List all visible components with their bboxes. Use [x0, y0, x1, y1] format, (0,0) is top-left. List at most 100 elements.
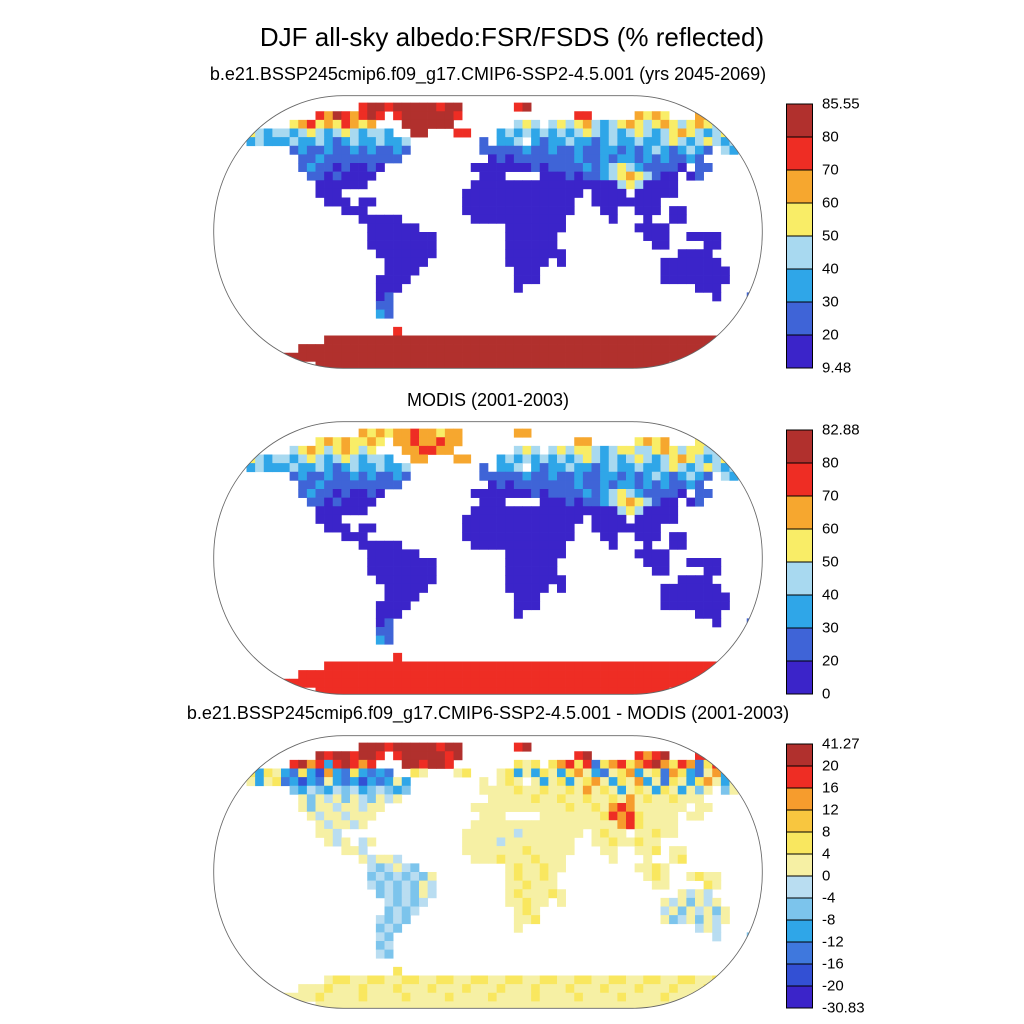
map-cell [729, 785, 739, 795]
colorbar-segment [786, 495, 813, 530]
map-cell [669, 463, 679, 473]
map-cell [522, 828, 532, 838]
map-cell [669, 163, 679, 172]
map-cell [375, 984, 385, 994]
map-cell [272, 454, 282, 464]
map-cell [298, 785, 308, 795]
map-cell [686, 984, 696, 994]
map-cell [686, 768, 696, 778]
map-cell [539, 497, 549, 507]
map-cell [358, 837, 368, 847]
map-cell [557, 897, 566, 907]
map-cell [634, 437, 644, 447]
map-cell [522, 880, 532, 890]
map-cell [505, 206, 515, 216]
map-cell [255, 463, 265, 473]
map-cell [539, 128, 549, 138]
map-cell [591, 128, 601, 138]
map-cell [419, 975, 428, 985]
map-cell [350, 506, 359, 516]
map-cell [332, 480, 342, 490]
map-cell [375, 489, 385, 498]
map-cell [600, 820, 610, 830]
map-cell [703, 906, 713, 916]
map-cell [462, 670, 472, 680]
map-cell [651, 794, 661, 804]
map-cell [720, 601, 730, 611]
map-cell [419, 257, 428, 267]
map-cell [660, 497, 670, 507]
map-cell [608, 471, 618, 481]
map-cell [488, 540, 497, 550]
map-cell [557, 575, 566, 585]
map-cell [410, 872, 420, 881]
map-cell [755, 283, 763, 293]
map-cell [617, 119, 627, 129]
map-cell [591, 454, 601, 464]
map-cell [289, 992, 299, 1002]
map-cell [375, 661, 385, 671]
map-cell [677, 670, 687, 680]
colorbar-tick-label: 20 [822, 758, 839, 775]
map-cell [350, 454, 359, 464]
map-cell [531, 454, 541, 464]
map-cell [703, 872, 713, 881]
colorbar-tick-label: 41.27 [822, 736, 860, 753]
map-cell [686, 872, 696, 881]
map-cell [608, 335, 618, 345]
map-cell [324, 837, 334, 847]
map-cell [539, 454, 549, 464]
map-cell [401, 687, 411, 695]
colorbar-segment [786, 301, 813, 336]
map-cell [712, 880, 722, 890]
map-cell [565, 785, 575, 795]
map-cell [444, 445, 454, 455]
map-cell [522, 820, 532, 830]
map-cell [677, 344, 687, 354]
map-cell [488, 992, 497, 1002]
map-cell [427, 249, 437, 259]
map-cell [488, 794, 497, 804]
map-cell [522, 759, 532, 769]
map-cell [600, 180, 610, 190]
map-cell [427, 1001, 437, 1009]
map-cell [462, 532, 472, 542]
map-cell [298, 678, 308, 688]
map-cell [557, 837, 566, 847]
map-cell [634, 111, 644, 121]
map-cell [703, 609, 713, 619]
map-cell [600, 514, 610, 524]
map-cell [669, 794, 679, 804]
map-cell [669, 214, 679, 224]
map-cell [384, 923, 394, 933]
map-cell [306, 785, 316, 795]
map-cell [505, 846, 515, 856]
map-cell [444, 751, 454, 761]
map-cell [531, 257, 541, 267]
map-cell [306, 145, 316, 155]
map-cell [419, 111, 428, 121]
map-cell [600, 846, 610, 856]
map-cell [505, 214, 515, 224]
map-cell [582, 171, 592, 181]
map-cell [427, 232, 437, 241]
map-cell [720, 335, 730, 345]
map-cell [358, 335, 368, 345]
map-cell [436, 759, 446, 769]
map-cell [401, 232, 411, 241]
map-cell [651, 846, 661, 856]
map-cell [660, 601, 670, 611]
map-cell [479, 777, 489, 787]
map-cell [617, 344, 627, 354]
map-cell [419, 240, 428, 250]
map-cell [531, 223, 541, 233]
map-cell [358, 768, 368, 778]
map-cells [237, 742, 763, 1009]
map-cell [263, 454, 273, 464]
map-cell [634, 489, 644, 498]
map-cell [513, 145, 523, 155]
map-cell [755, 119, 763, 129]
map-cell [574, 670, 584, 680]
map-cell [582, 128, 592, 138]
map-cell [513, 759, 523, 769]
